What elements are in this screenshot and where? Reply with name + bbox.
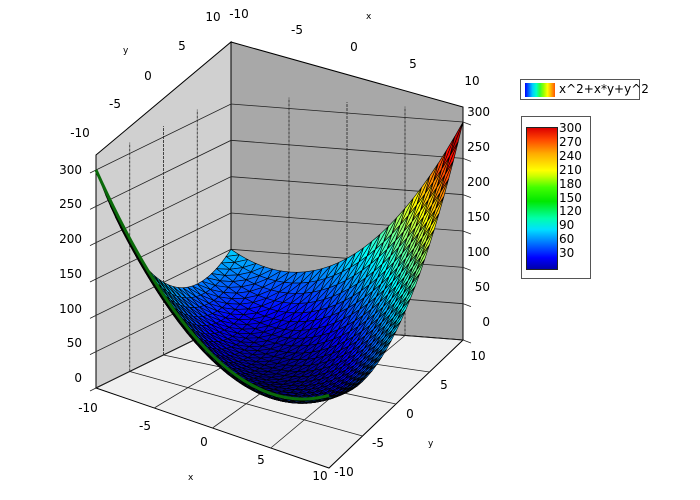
svg-text:-5: -5 — [372, 436, 384, 450]
top-y-axis-title: y — [123, 46, 129, 56]
svg-text:0: 0 — [74, 371, 82, 385]
colorbar-gradient — [526, 127, 558, 270]
svg-text:200: 200 — [59, 232, 82, 246]
svg-text:0: 0 — [144, 69, 152, 83]
svg-text:-5: -5 — [109, 97, 121, 111]
svg-text:0: 0 — [406, 407, 414, 421]
colorbar-tick-label: 210 — [559, 162, 582, 177]
svg-text:100: 100 — [59, 302, 82, 316]
svg-text:5: 5 — [178, 39, 186, 53]
colorbar: 300 270 240 210 180 150 120 90 60 30 — [521, 116, 591, 279]
svg-text:150: 150 — [59, 267, 82, 281]
axis-ticks: -10 -5 0 5 10 -10 -5 0 5 10 -10 -5 0 5 10 -10 -5 0 5 10 300 2… — [59, 7, 490, 483]
legend: x^2+x*y+y^2 — [520, 79, 649, 100]
svg-text:5: 5 — [257, 453, 265, 467]
svg-text:-10: -10 — [70, 126, 90, 140]
svg-text:300: 300 — [59, 163, 82, 177]
bottom-x-axis-title: x — [188, 473, 194, 483]
svg-text:-5: -5 — [291, 23, 303, 37]
svg-text:10: 10 — [464, 74, 479, 88]
svg-text:-10: -10 — [78, 401, 98, 415]
surface-mesh — [94, 121, 464, 404]
legend-colormap-swatch — [525, 83, 555, 97]
svg-text:10: 10 — [205, 10, 220, 24]
svg-text:-5: -5 — [139, 419, 151, 433]
colorbar-tick-label: 270 — [559, 134, 582, 149]
svg-text:0: 0 — [350, 40, 358, 54]
colorbar-tick-label: 30 — [559, 246, 575, 261]
colorbar-tick-label: 180 — [559, 176, 582, 191]
svg-text:10: 10 — [312, 469, 327, 483]
svg-text:250: 250 — [59, 197, 82, 211]
colorbar-tick-label: 120 — [559, 204, 582, 219]
svg-text:5: 5 — [409, 57, 417, 71]
svg-text:50: 50 — [475, 280, 490, 294]
svg-text:50: 50 — [67, 336, 82, 350]
bottom-y-axis-title: y — [428, 439, 434, 449]
colorbar-tick-label: 240 — [559, 148, 582, 163]
svg-text:-10: -10 — [229, 7, 249, 21]
svg-text:0: 0 — [482, 315, 490, 329]
svg-text:-10: -10 — [334, 465, 354, 479]
colorbar-tick-label: 60 — [559, 232, 575, 247]
svg-text:10: 10 — [470, 349, 485, 363]
svg-text:250: 250 — [467, 140, 490, 154]
colorbar-tick-label: 300 — [559, 121, 582, 135]
svg-text:5: 5 — [440, 378, 448, 392]
svg-text:300: 300 — [467, 105, 490, 119]
top-x-axis-title: x — [366, 12, 372, 22]
colorbar-tick-label: 150 — [559, 190, 582, 205]
legend-label: x^2+x*y+y^2 — [559, 82, 649, 96]
svg-text:200: 200 — [467, 175, 490, 189]
svg-text:100: 100 — [467, 245, 490, 259]
colorbar-tick-label: 90 — [559, 218, 575, 233]
svg-text:0: 0 — [200, 435, 208, 449]
svg-text:150: 150 — [467, 210, 490, 224]
